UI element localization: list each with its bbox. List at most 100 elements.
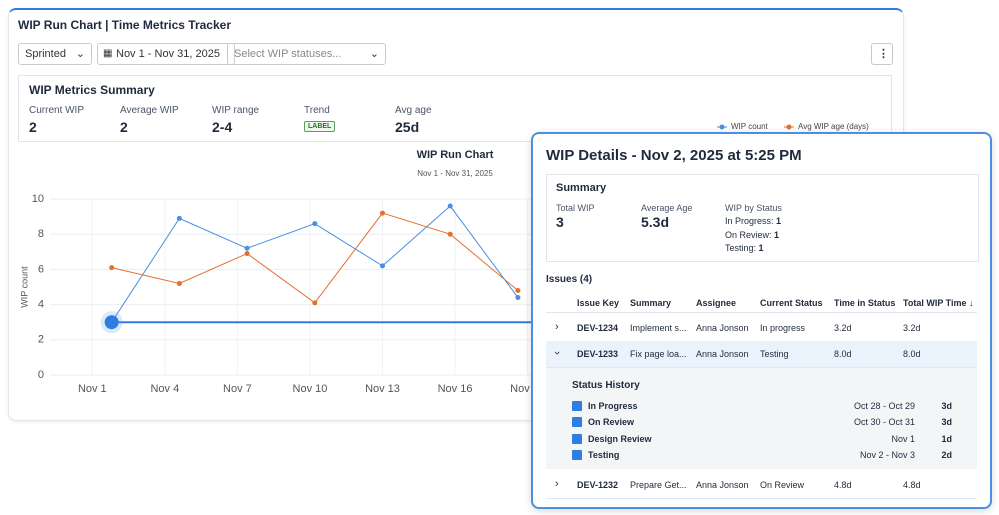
history-panel <box>546 368 977 469</box>
x-tick-label: Nov 4 <box>150 383 179 395</box>
chevron: ⌄ <box>369 48 379 60</box>
table-cell: Testing <box>760 349 789 359</box>
summary-box <box>18 75 892 142</box>
x-tick-label: Nov 1 <box>78 383 107 395</box>
row-border <box>546 367 977 368</box>
date-value: Nov 1 - Nov 31, 2025 <box>116 48 220 60</box>
table-cell: DEV-1232 <box>577 480 619 490</box>
table-cell: 4.8d <box>834 480 852 490</box>
status-swatch <box>572 449 582 460</box>
point <box>109 265 115 271</box>
details-summary-box <box>546 174 979 262</box>
page-title: WIP Run Chart | Time Metrics Tracker <box>18 18 231 32</box>
table-cell: DEV-1233 <box>577 349 619 359</box>
legend-dot <box>719 124 725 130</box>
column-header: Assignee <box>696 298 737 308</box>
column-header: Total WIP Time ↓ <box>903 298 974 308</box>
x-tick-label: Nov 7 <box>223 383 252 395</box>
table-cell: 4.8d <box>903 480 921 490</box>
status-name: In Progress: <box>725 216 774 226</box>
table-cell: On Review <box>760 480 805 490</box>
history-dates: Oct 30 - Oct 31 <box>853 417 915 428</box>
point <box>176 215 182 221</box>
y-axis-label: WIP count <box>19 266 29 308</box>
table-cell: Anna Jonson <box>696 480 749 490</box>
column-header: Summary <box>630 298 672 308</box>
metric-value: 25d <box>395 119 420 135</box>
details-summary-title: Summary <box>556 182 607 194</box>
chart-title: WIP Run Chart <box>417 149 494 161</box>
sprint-dropdown[interactable]: Sprinted ⌄ <box>18 43 92 65</box>
column-header: Time in Status <box>834 298 896 308</box>
selected-row-bg <box>546 341 977 367</box>
metric-label: Total WIP <box>556 203 595 213</box>
more-button[interactable]: ⋮ <box>871 43 893 65</box>
status-count: 1 <box>758 243 764 253</box>
status-count: 1 <box>776 216 782 226</box>
y-tick-label: 10 <box>32 193 44 205</box>
history-duration: 1d <box>941 433 952 444</box>
y-tick-label: 4 <box>38 299 44 311</box>
status-placeholder: Select WIP statuses... <box>234 48 342 60</box>
metric-label: Average WIP <box>120 105 179 116</box>
x-tick-label: Nov 16 <box>438 383 473 395</box>
date-picker[interactable]: ▦ Nov 1 - Nov 31, 2025 <box>97 43 235 65</box>
history-duration: 3d <box>941 401 952 411</box>
metric-label: WIP by Status <box>725 203 782 213</box>
metric-value: 2-4 <box>212 119 233 135</box>
point <box>244 245 250 251</box>
series-line <box>111 212 519 304</box>
point <box>380 263 386 269</box>
status-count-row: In Progress: 1 <box>725 216 781 226</box>
status-name: On Review: <box>725 229 772 240</box>
metric-label: Current WIP <box>29 105 85 116</box>
table-cell: Anna Jonson <box>696 323 749 333</box>
status-count-row: Testing: 1 <box>725 243 764 253</box>
status-swatch <box>572 417 582 428</box>
history-status: On Review <box>588 417 635 428</box>
history-dates: Nov 2 - Nov 3 <box>859 449 915 460</box>
status-swatch <box>572 433 582 444</box>
expand-toggle[interactable]: › <box>550 351 563 355</box>
table-cell: In progress <box>760 323 806 333</box>
point <box>380 210 386 216</box>
legend-label: WIP count <box>731 122 769 131</box>
summary-title: WIP Metrics Summary <box>29 83 155 97</box>
status-count: 1 <box>774 229 780 240</box>
status-filter[interactable]: Select WIP statuses... ⌄ <box>227 43 386 65</box>
trend-badge: LABEL <box>304 121 336 132</box>
metric-label: Average Age <box>641 203 693 213</box>
table-header-border <box>546 312 977 313</box>
legend-dot <box>786 124 792 130</box>
row-border <box>546 498 977 499</box>
calendar-icon: ▦ <box>103 48 113 59</box>
details-title: WIP Details - Nov 2, 2025 at 5:25 PM <box>546 147 802 164</box>
point <box>312 300 318 306</box>
table-cell: Implement s... <box>630 323 687 333</box>
metric-label: Trend <box>304 105 330 116</box>
history-status: Testing <box>588 449 620 460</box>
metric-label: Avg age <box>395 105 432 116</box>
expand-toggle[interactable]: › <box>555 478 559 490</box>
selected-point <box>104 315 119 330</box>
expand-toggle[interactable]: › <box>555 321 559 333</box>
table-cell: Anna Jonson <box>696 349 749 359</box>
metric-value: 5.3d <box>641 214 670 230</box>
table-cell: 3.2d <box>903 323 921 333</box>
legend-label: Avg WIP age (days) <box>798 122 869 131</box>
chart-subtitle: Nov 1 - Nov 31, 2025 <box>417 169 493 178</box>
column-header: Current Status <box>760 298 823 308</box>
history-duration: 2d <box>941 449 952 460</box>
y-tick-label: 2 <box>38 334 44 346</box>
table-cell: Fix page loa... <box>630 349 687 359</box>
status-count-row: On Review: 1 <box>725 230 779 240</box>
table-cell: 3.2d <box>834 323 852 333</box>
point <box>447 231 453 237</box>
y-tick-label: 0 <box>38 369 44 381</box>
history-dates: Nov 1 <box>891 433 915 444</box>
issues-title: Issues (4) <box>546 274 593 285</box>
point <box>244 251 250 257</box>
x-tick-label: Nov 10 <box>293 383 328 395</box>
status-name: Testing: <box>725 243 757 253</box>
sprint-value: Sprinted <box>25 48 66 60</box>
